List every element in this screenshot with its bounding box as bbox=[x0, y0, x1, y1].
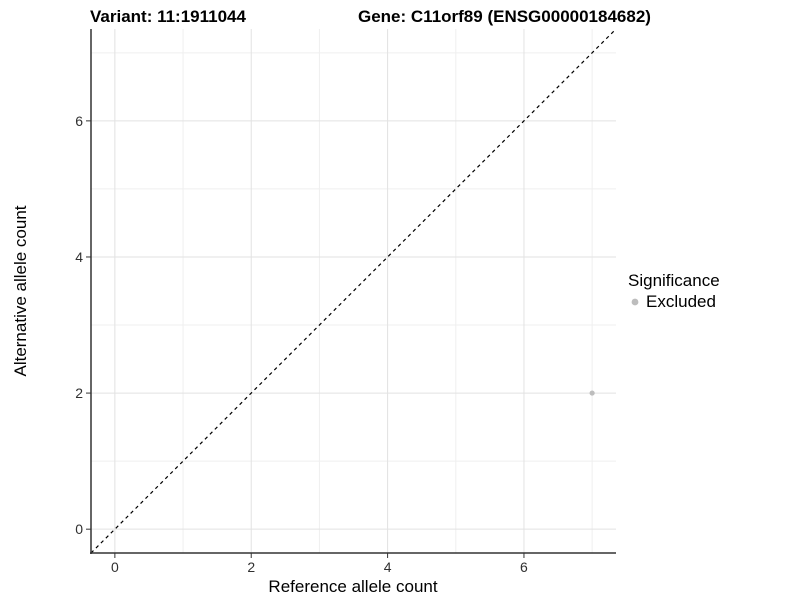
identity-reference-line bbox=[90, 28, 617, 554]
legend-title: Significance bbox=[628, 271, 720, 290]
x-tick-label: 2 bbox=[247, 559, 255, 575]
x-axis-label: Reference allele count bbox=[268, 577, 438, 596]
data-point bbox=[589, 390, 595, 396]
legend-item-label: Excluded bbox=[646, 292, 716, 311]
legend-item-excluded: Excluded bbox=[628, 292, 720, 312]
x-tick-label: 4 bbox=[384, 559, 392, 575]
x-tick-label: 0 bbox=[111, 559, 119, 575]
y-tick-label: 4 bbox=[75, 249, 83, 265]
legend-point-icon bbox=[631, 298, 639, 306]
gene-title: Gene: C11orf89 (ENSG00000184682) bbox=[358, 7, 651, 26]
y-tick-label: 0 bbox=[75, 521, 83, 537]
y-tick-label: 6 bbox=[75, 113, 83, 129]
x-tick-label: 6 bbox=[520, 559, 528, 575]
y-axis-label: Alternative allele count bbox=[11, 205, 30, 377]
legend: Significance Excluded bbox=[628, 271, 720, 312]
variant-title: Variant: 11:1911044 bbox=[90, 7, 246, 26]
y-tick-label: 2 bbox=[75, 385, 83, 401]
